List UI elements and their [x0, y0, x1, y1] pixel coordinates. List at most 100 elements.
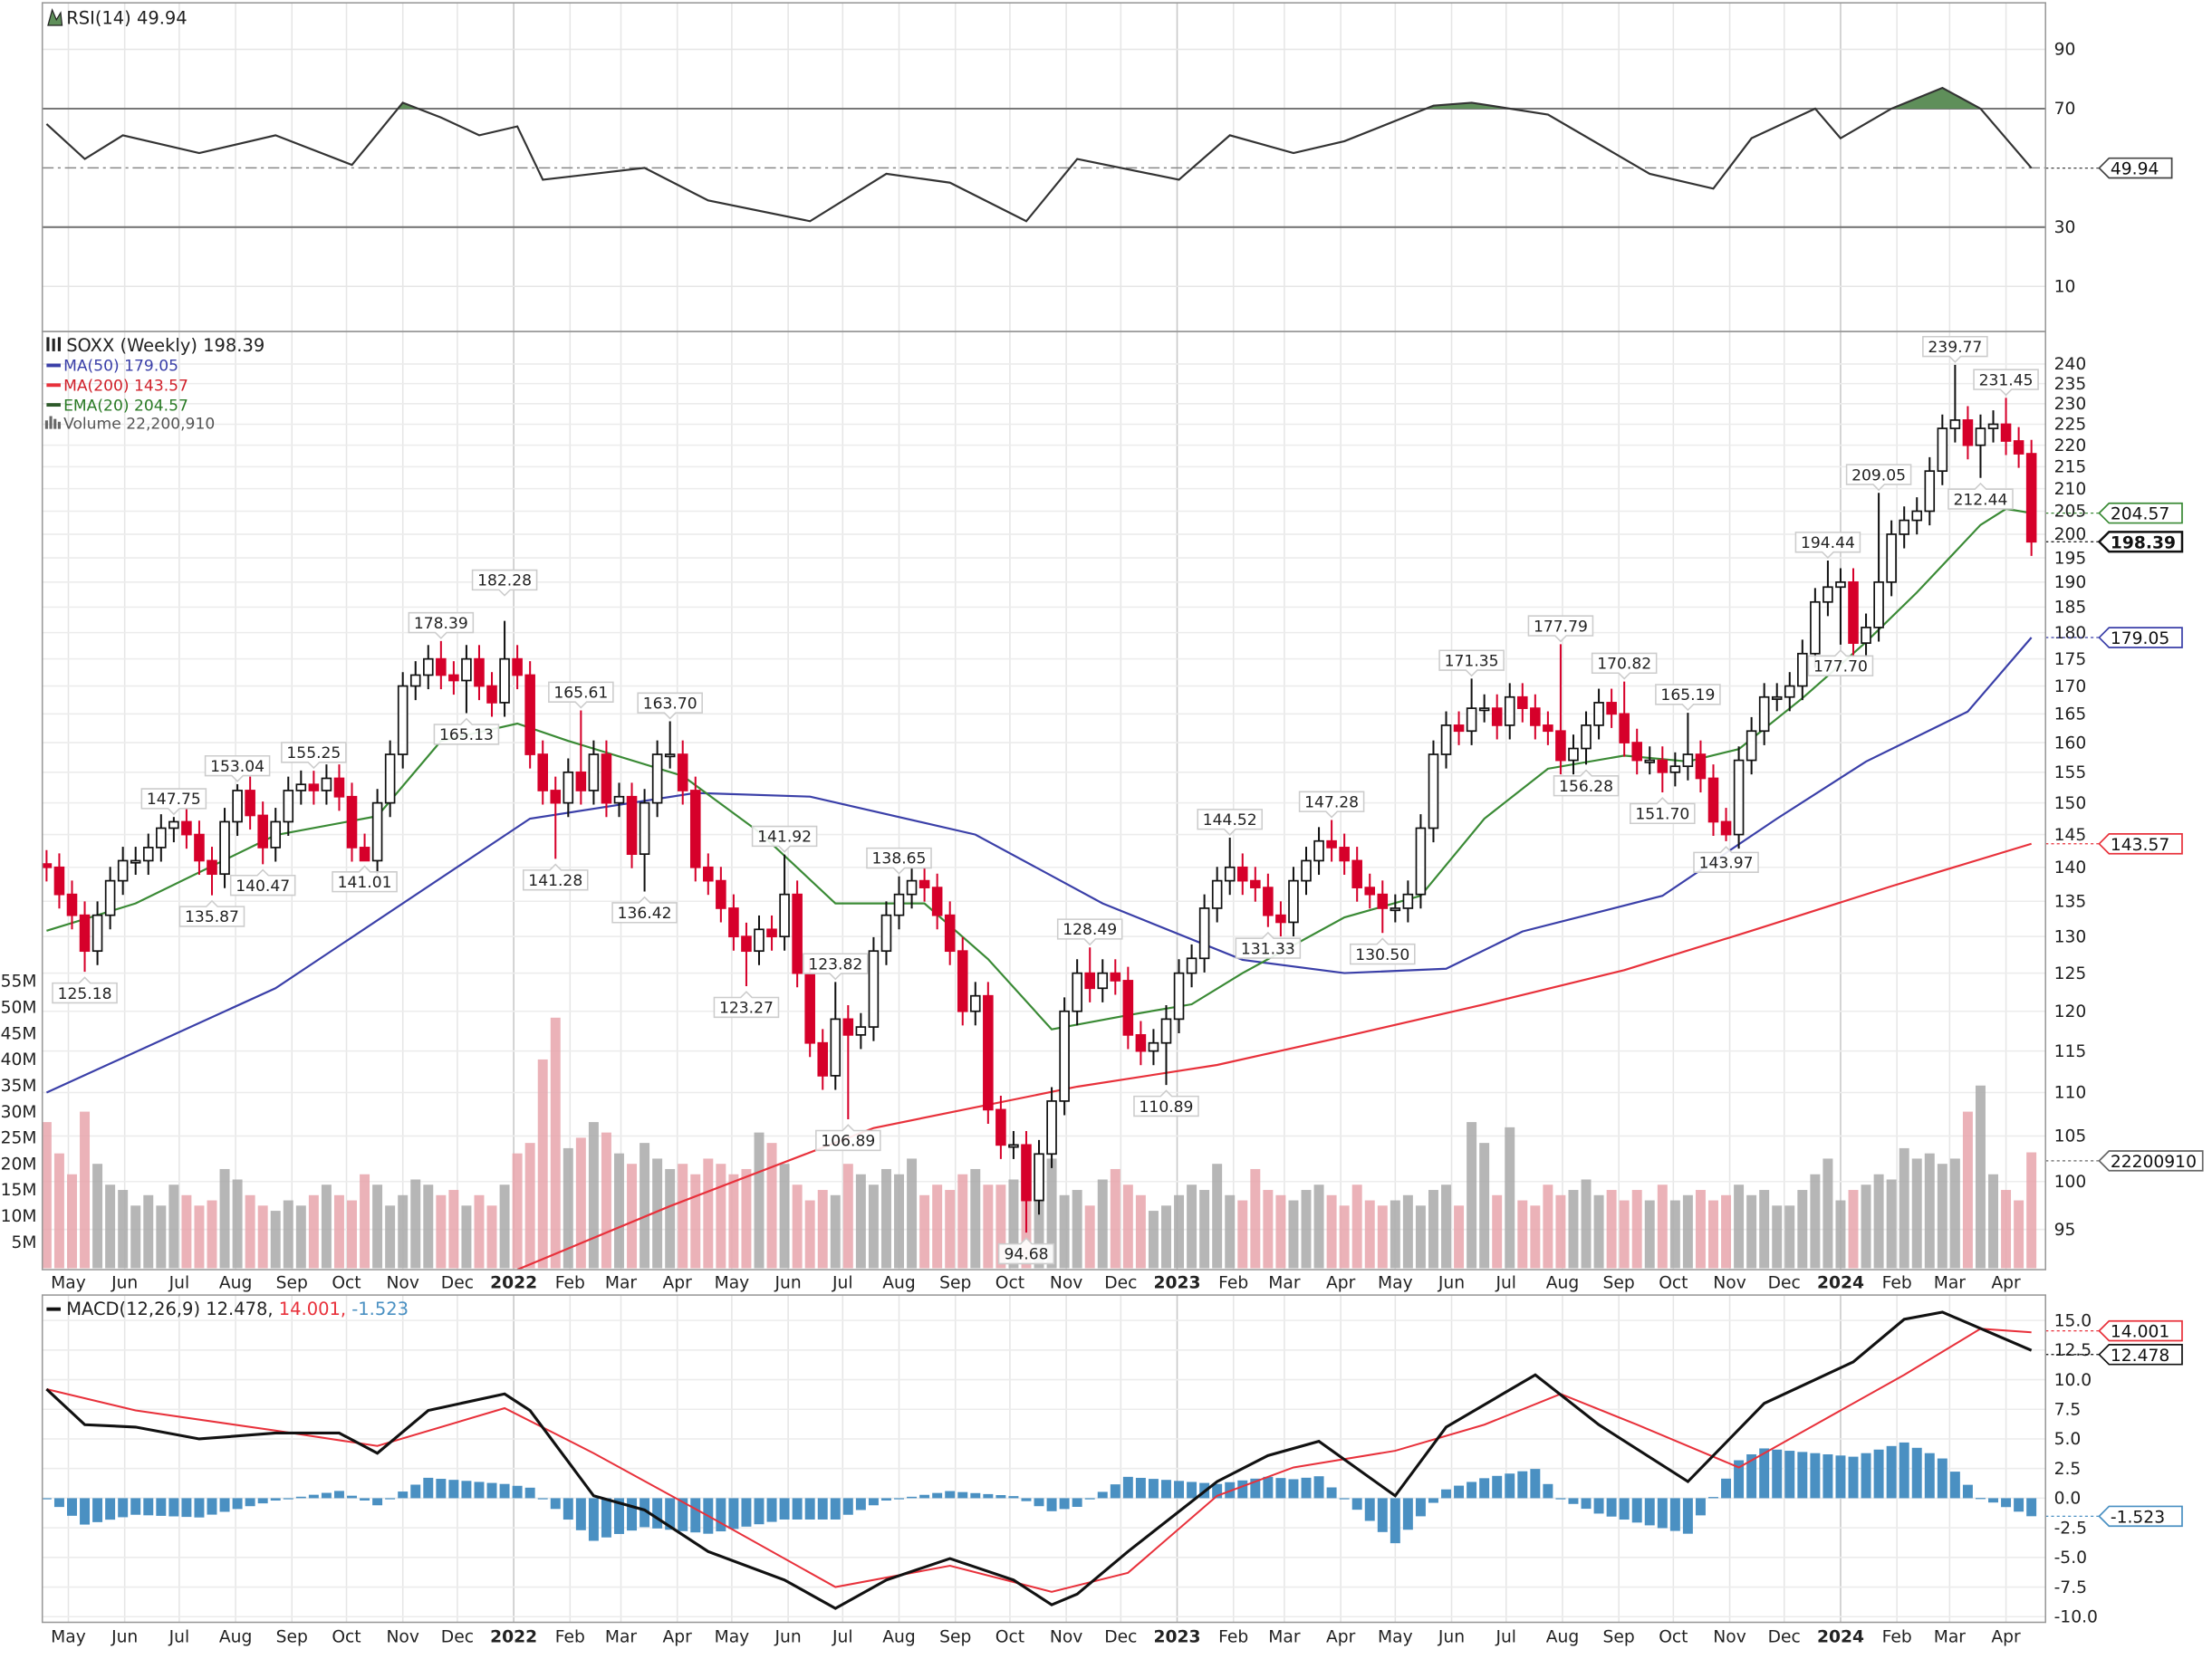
volume-bar: [1237, 1200, 1248, 1269]
macd-histogram-bar: [1250, 1478, 1261, 1499]
macd-histogram-bar: [1263, 1476, 1274, 1499]
x-tick-label: Feb: [1218, 1273, 1248, 1292]
x-tick-label: 2022: [490, 1627, 537, 1646]
volume-tick-label: 45M: [1, 1024, 37, 1043]
macd-tick-label: -2.5: [2054, 1519, 2087, 1538]
candle-up: [371, 801, 383, 862]
candle-down: [575, 771, 587, 791]
macd-histogram-bar: [1772, 1449, 1783, 1499]
rsi-tick-label: 70: [2054, 100, 2076, 119]
x-tick-label: Jul: [832, 1273, 853, 1292]
macd-histogram-bar: [1467, 1482, 1477, 1499]
price-annotation-label: 231.45: [1979, 371, 2034, 389]
volume-bar: [461, 1205, 472, 1269]
macd-histogram-bar: [194, 1498, 205, 1518]
x-tick-label: Dec: [441, 1627, 474, 1646]
macd-histogram-bar: [665, 1498, 676, 1530]
volume-bar: [1746, 1194, 1757, 1269]
volume-bar: [1721, 1194, 1732, 1269]
macd-histogram-bar: [1351, 1498, 1362, 1510]
macd-histogram-bar: [830, 1498, 841, 1520]
candle-up: [1886, 533, 1897, 583]
candle-down: [359, 847, 370, 862]
volume-bar: [42, 1122, 52, 1269]
volume-tick-label: 25M: [1, 1129, 37, 1148]
volume-bar: [295, 1205, 306, 1269]
x-tick-label: Nov: [1713, 1627, 1746, 1646]
candle-down: [804, 972, 815, 1044]
x-tick-label: 2024: [1817, 1273, 1864, 1292]
price-annotation-box: [1349, 937, 1416, 965]
x-tick-label: Mar: [605, 1273, 638, 1292]
volume-bar: [855, 1174, 866, 1269]
macd-histogram-bar: [1402, 1498, 1413, 1530]
candle-down: [1326, 839, 1337, 849]
volume-bar: [321, 1184, 332, 1269]
volume-bar: [219, 1168, 230, 1269]
volume-tick-label: 30M: [1, 1103, 37, 1122]
volume-bar: [957, 1174, 968, 1269]
volume-bar: [842, 1164, 853, 1269]
volume-legend-text: Volume 22,200,910: [63, 416, 215, 434]
macd-histogram-bar: [1581, 1498, 1592, 1510]
volume-bar: [194, 1205, 205, 1269]
candle-up: [1402, 893, 1414, 909]
macd-histogram-bar: [333, 1491, 344, 1499]
macd-histogram-bar: [1619, 1498, 1630, 1520]
price-annotation-box: [471, 569, 538, 597]
volume-tick-label: 10M: [1, 1207, 37, 1226]
x-tick-label: May: [715, 1627, 750, 1646]
candle-up: [1008, 1144, 1019, 1148]
macd-histogram-bar: [1937, 1458, 1948, 1499]
volume-bar: [1517, 1200, 1528, 1269]
volume-bar: [830, 1194, 841, 1269]
macd-histogram-bar: [766, 1498, 777, 1522]
macd-histogram-bar: [563, 1498, 573, 1520]
candle-up: [270, 820, 282, 849]
macd-histogram-bar: [1415, 1498, 1426, 1517]
candle-up: [1810, 600, 1821, 655]
candle-down: [486, 685, 497, 704]
price-legend: SOXX (Weekly) 198.39 MA(50) 179.05 MA(20…: [44, 335, 264, 434]
panel-frames: [41, 2, 2047, 1624]
candle-down: [741, 935, 752, 953]
macd-plots: [42, 1310, 2037, 1610]
volume-bar: [804, 1200, 815, 1269]
macd-signal-badge-box: [2098, 1319, 2183, 1342]
volume-bar: [1301, 1190, 1312, 1269]
macd-histogram-bar: [1606, 1498, 1617, 1517]
price-annotation-box: [1197, 809, 1264, 836]
candle-up: [588, 753, 600, 791]
macd-histogram-bar: [1988, 1498, 1998, 1503]
macd-histogram-bar: [2026, 1498, 2037, 1517]
macd-histogram-bar: [1835, 1455, 1846, 1499]
price-tick-label: 125: [2054, 964, 2087, 983]
macd-histogram-bar: [1669, 1498, 1680, 1531]
macd-histogram-bar: [640, 1498, 650, 1528]
ma200-value-badge: 143.57: [2111, 836, 2169, 855]
x-tick-label: Nov: [1050, 1273, 1082, 1292]
x-tick-label: Apr: [1326, 1273, 1356, 1292]
x-tick-label: Jul: [168, 1627, 190, 1646]
price-annotation-label: 138.65: [872, 850, 927, 868]
volume-bar: [1250, 1168, 1261, 1269]
candle-down: [842, 1018, 854, 1036]
volume-bar: [1886, 1179, 1897, 1269]
price-tick-label: 120: [2054, 1002, 2087, 1021]
candle-down: [436, 657, 447, 676]
price-tick-label: 185: [2054, 599, 2087, 618]
candle-down: [703, 866, 714, 882]
macd-histogram-bar: [347, 1495, 357, 1499]
volume-bar: [894, 1174, 904, 1269]
candle-up: [1911, 510, 1923, 522]
price-tick-label: 105: [2054, 1127, 2087, 1146]
price-annotation-box: [1973, 369, 2039, 397]
volume-bar: [919, 1194, 930, 1269]
volume-bar: [1631, 1190, 1642, 1269]
macd-histogram-bar: [1861, 1453, 1871, 1499]
macd-histogram-bar: [1275, 1478, 1286, 1499]
macd-histogram-bar: [1148, 1479, 1159, 1499]
macd-histogram-bar: [1161, 1480, 1171, 1499]
price-annotation-box: [204, 754, 271, 782]
candle-up: [409, 674, 421, 687]
